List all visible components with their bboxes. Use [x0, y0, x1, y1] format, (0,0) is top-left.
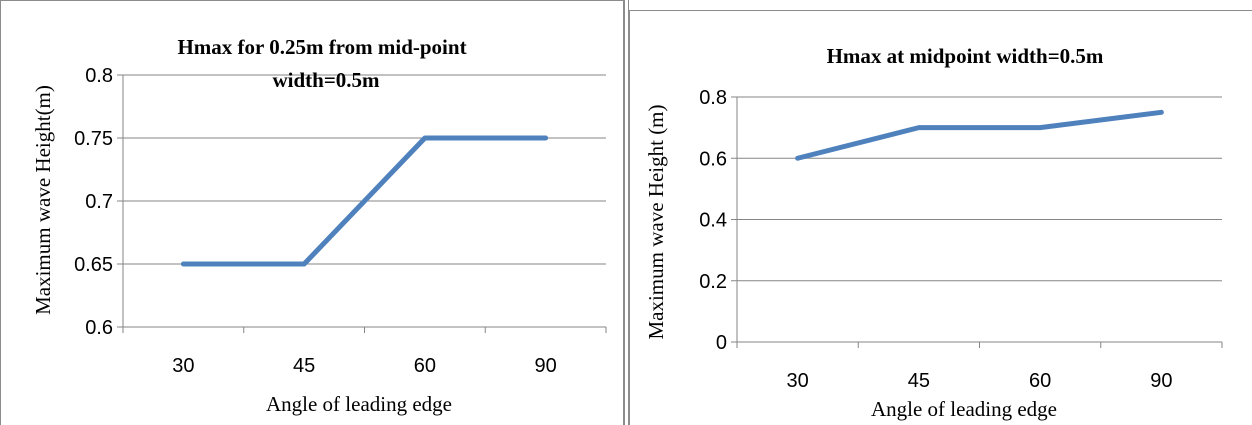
y-tick-label: 0.6 [699, 148, 727, 170]
x-tick-label: 45 [293, 355, 315, 377]
x-tick-label: 45 [908, 370, 930, 392]
y-axis-title: Maximum wave Height (m) [644, 104, 668, 339]
x-tick-label: 30 [787, 370, 809, 392]
chart-left: 0.6 0.65 0.7 0.75 0.8 30 45 60 90 Hmax for 0.25m… [31, 35, 607, 416]
y-tick-label: 0.65 [74, 254, 113, 276]
series-line [795, 109, 1164, 161]
x-tick-label: 60 [414, 355, 436, 377]
chart-panel-left [0, 0, 624, 425]
x-tick-label: 60 [1029, 370, 1051, 392]
chart-title-line1: Hmax at midpoint width=0.5m [827, 44, 1104, 68]
x-tick-label: 30 [172, 355, 194, 377]
panel-divider [624, 0, 629, 425]
x-tick-label: 90 [1150, 370, 1172, 392]
y-tick-label: 0.75 [74, 128, 113, 150]
y-tick-label: 0.6 [85, 317, 113, 339]
chart-title-line2: width=0.5m [272, 68, 380, 92]
y-tick-label: 0.4 [699, 210, 727, 232]
x-tick-label: 90 [535, 355, 557, 377]
x-axis-title: Angle of leading edge [871, 397, 1057, 421]
chart-title-line1: Hmax for 0.25m from mid-point [177, 35, 466, 59]
y-tick-label: 0.7 [85, 191, 113, 213]
y-tick-label: 0 [716, 332, 727, 354]
chart-panel-right [629, 10, 1252, 425]
y-axis-title: Maximum wave Height(m) [31, 85, 55, 315]
chart-right: 0 0.2 0.4 0.6 0.8 30 45 60 90 Hmax at midpoint w… [644, 44, 1223, 421]
y-tick-label: 0.2 [699, 271, 727, 293]
y-tick-label: 0.8 [85, 65, 113, 87]
y-tick-label: 0.8 [699, 87, 727, 109]
x-axis-title: Angle of leading edge [266, 392, 452, 416]
series-line [180, 135, 549, 267]
